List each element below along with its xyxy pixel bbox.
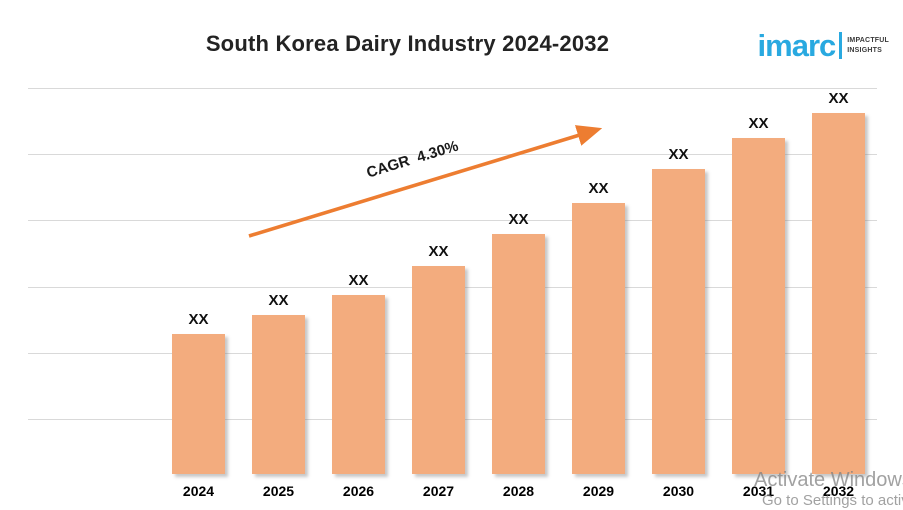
bar-column: XX 2024 xyxy=(172,311,225,499)
gridline xyxy=(28,88,877,89)
watermark-activate-windows: Activate Windows xyxy=(754,469,903,491)
bar-value-label: XX xyxy=(668,146,689,163)
bar-column: XX 2030 xyxy=(652,146,705,499)
bar-value-label: XX xyxy=(188,311,209,328)
bar-column: XX 2025 xyxy=(252,292,305,499)
x-axis-tick-label: 2032 xyxy=(822,483,855,499)
bar xyxy=(252,315,305,474)
bar-value-label: XX xyxy=(828,90,849,107)
x-axis-tick-label: 2026 xyxy=(342,483,375,499)
x-axis-tick-label: 2031 xyxy=(742,483,775,499)
bar xyxy=(332,295,385,474)
bar-column: XX 2029 xyxy=(572,180,625,499)
watermark-go-to-settings: Go to Settings to activ xyxy=(762,492,903,509)
bar-value-label: XX xyxy=(348,272,369,289)
bar-column: XX 2028 xyxy=(492,211,545,499)
bar-value-label: XX xyxy=(428,243,449,260)
x-axis-tick-label: 2024 xyxy=(182,483,215,499)
bar-column: XX 2027 xyxy=(412,243,465,499)
bar-value-label: XX xyxy=(588,180,609,197)
imarc-logo-divider xyxy=(839,32,843,59)
bar xyxy=(732,138,785,474)
imarc-tagline-line1: IMPACTFUL xyxy=(847,37,889,45)
bar xyxy=(572,203,625,474)
bar xyxy=(652,169,705,474)
x-axis-tick-label: 2025 xyxy=(262,483,295,499)
imarc-logo: imarc IMPACTFUL INSIGHTS xyxy=(758,30,889,61)
bar xyxy=(812,113,865,474)
bar xyxy=(492,234,545,474)
chart-plot-area: XX 2024 XX 2025 XX 2026 XX 2027 XX 2028 XX 2029 XX 20… xyxy=(28,88,877,499)
x-axis-tick-label: 2029 xyxy=(582,483,615,499)
bar-value-label: XX xyxy=(748,115,769,132)
bar-column: XX 2026 xyxy=(332,272,385,499)
bars-row: XX 2024 XX 2025 XX 2026 XX 2027 XX 2028 XX 2029 XX 20… xyxy=(172,88,865,499)
chart-title: South Korea Dairy Industry 2024-2032 xyxy=(205,31,610,56)
bar-value-label: XX xyxy=(268,292,289,309)
x-axis-tick-label: 2028 xyxy=(502,483,535,499)
bar xyxy=(172,334,225,474)
imarc-tagline: IMPACTFUL INSIGHTS xyxy=(847,36,889,55)
bar-column: XX 2031 xyxy=(732,115,785,499)
bar-column: XX 2032 xyxy=(812,90,865,499)
bar-value-label: XX xyxy=(508,211,529,228)
imarc-wordmark: imarc xyxy=(757,28,837,63)
bar xyxy=(412,266,465,474)
x-axis-tick-label: 2030 xyxy=(662,483,695,499)
imarc-tagline-line2: INSIGHTS xyxy=(847,46,882,54)
x-axis-tick-label: 2027 xyxy=(422,483,455,499)
